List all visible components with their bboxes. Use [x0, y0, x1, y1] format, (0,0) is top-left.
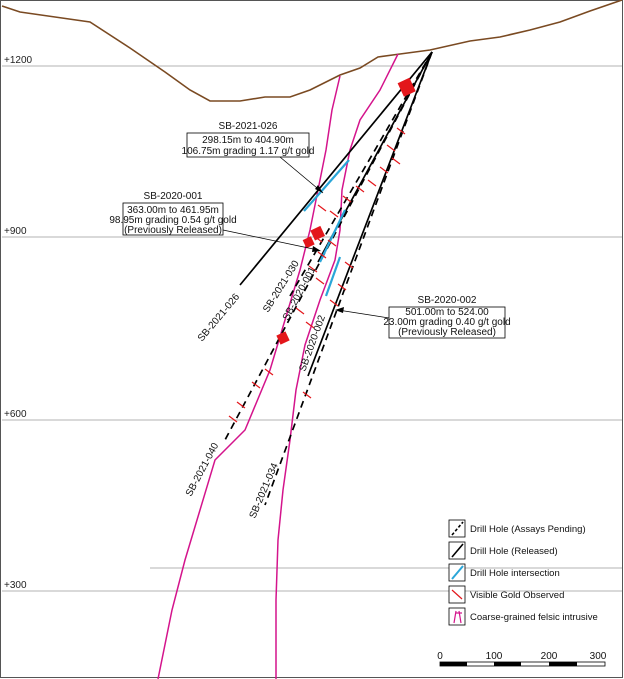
gold-block: [310, 225, 325, 241]
callout-line: (Previously Released): [398, 327, 496, 338]
legend-label: Visible Gold Observed: [470, 590, 564, 601]
callout-line: 98.95m grading 0.54 g/t gold: [109, 215, 236, 226]
legend-label: Drill Hole intersection: [470, 568, 560, 579]
gold-tick: [308, 265, 318, 273]
gold-tick: [317, 251, 327, 259]
callout-box: [388, 306, 506, 339]
legend: Drill Hole (Assays Pending) Drill Hole (…: [448, 519, 598, 626]
callout-leader: [279, 156, 324, 194]
scale-label-0: 0: [437, 651, 443, 662]
callout-line: (Previously Released): [124, 225, 222, 236]
felsic-intrusive: [157, 53, 399, 679]
callout-title: SB-2021-026: [219, 121, 278, 132]
callout-leader: [337, 309, 390, 319]
hole-label-sb-2021-026: SB-2021-026: [196, 291, 243, 344]
intrusive-swatch-line: [453, 610, 462, 624]
legend-swatch: [448, 607, 466, 626]
legend-label: Drill Hole (Assays Pending): [470, 524, 586, 535]
gold-tick: [391, 157, 401, 165]
intrusive-contact-west: [157, 75, 341, 679]
elevation-label-600: +600: [4, 409, 27, 420]
gold-tick: [305, 321, 315, 329]
gold-tick: [317, 204, 327, 212]
callout-box: [186, 132, 310, 158]
gold-tick: [396, 127, 406, 135]
hole-sb-2020-002-trace: [307, 51, 433, 377]
pending-swatch-line: [451, 521, 464, 536]
scale-label-200: 200: [541, 651, 558, 662]
callout-title: SB-2020-002: [418, 295, 477, 306]
callout-line: 298.15m to 404.90m: [202, 135, 294, 146]
elevation-gridlines: [2, 65, 622, 592]
callout-sb-2021-026: SB-2021-026 298.15m to 404.90m 106.75m g…: [182, 121, 324, 194]
gold-tick: [302, 391, 312, 399]
gold-tick: [236, 401, 246, 409]
gold-tick: [329, 299, 339, 307]
callout-line: 106.75m grading 1.17 g/t gold: [182, 146, 315, 157]
callout-title: SB-2020-001: [144, 191, 203, 202]
callout-sb-2020-001: SB-2020-001 363.00m to 461.95m 98.95m gr…: [109, 191, 321, 252]
legend-label: Drill Hole (Released): [470, 546, 558, 557]
scale-segment: [494, 662, 521, 666]
gold-tick: [264, 368, 274, 376]
callout-line: 23.00m grading 0.40 g/t gold: [383, 317, 510, 328]
gold-tick: [367, 179, 377, 187]
gold-tick: [337, 283, 347, 291]
callout-leader: [222, 229, 319, 251]
hole-sb-2021-026-trace: [239, 51, 433, 286]
hole-label-sb-2021-034: SB-2021-034: [248, 461, 281, 520]
intersection-sb-2020-002: [324, 256, 342, 297]
arrowhead: [315, 185, 323, 193]
gold-tick: [295, 307, 305, 315]
gold-tick: [386, 144, 396, 152]
topography-line: [1, 0, 623, 102]
legend-item-intrusive: Coarse-grained felsic intrusive: [448, 607, 598, 626]
scale-segment: [440, 662, 467, 666]
arrowhead: [335, 307, 344, 313]
gold-tick: [315, 277, 325, 285]
elevation-label-300: +300: [4, 580, 27, 591]
hole-label-sb-2021-040: SB-2021-040: [184, 441, 222, 499]
gold-tick: [327, 239, 337, 247]
callout-sb-2020-002: SB-2020-002 501.00m to 524.00 23.00m gra…: [335, 295, 511, 339]
gold-tick: [251, 381, 261, 389]
intersection-sb-2021-026: [303, 159, 350, 212]
legend-item-gold: Visible Gold Observed: [448, 585, 564, 604]
scale-label-100: 100: [486, 651, 503, 662]
callout-line: 501.00m to 524.00: [405, 307, 489, 318]
gold-tick: [344, 261, 354, 269]
gold-tick: [329, 210, 339, 218]
gold-tick: [228, 415, 238, 423]
arrowhead: [312, 246, 321, 252]
scale-bar: 0 100 200 300: [437, 651, 607, 667]
gold-tick: [342, 195, 352, 203]
gold-blocks: [276, 77, 416, 345]
intersection-swatch-line: [451, 565, 464, 580]
intersections: [303, 159, 350, 297]
legend-item-intersection: Drill Hole intersection: [448, 563, 560, 582]
callout-box: [122, 202, 224, 236]
legend-label: Coarse-grained felsic intrusive: [470, 612, 598, 623]
gold-block: [397, 77, 416, 97]
gold-tick: [355, 185, 365, 193]
legend-item-released: Drill Hole (Released): [448, 541, 558, 560]
intersection-sb-2020-001: [319, 209, 346, 263]
gold-block: [302, 236, 315, 249]
gold-swatch-line: [451, 589, 463, 600]
hole-sb-2021-034-trace: [264, 51, 433, 506]
intrusive-contact-east: [275, 53, 399, 679]
released-swatch-line: [451, 543, 464, 558]
elevation-label-1200: +1200: [4, 55, 33, 66]
visible-gold-ticks: [228, 127, 406, 423]
gold-block: [276, 331, 290, 345]
scale-label-300: 300: [590, 651, 607, 662]
elevation-label-900: +900: [4, 226, 27, 237]
scale-segment: [549, 662, 577, 666]
legend-item-pending: Drill Hole (Assays Pending): [448, 519, 586, 538]
gold-tick: [379, 166, 389, 174]
callout-line: 363.00m to 461.95m: [127, 205, 219, 216]
